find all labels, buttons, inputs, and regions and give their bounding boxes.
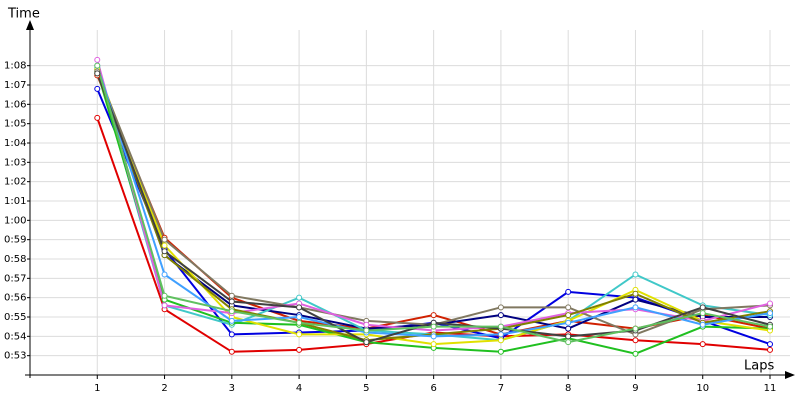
data-point [161,242,168,249]
data-point [767,346,773,353]
data-point [228,298,235,305]
data-point [296,346,303,353]
data-point [565,319,572,326]
data-point [565,312,572,319]
data-point [430,333,437,340]
data-point [632,271,639,278]
data-point [767,300,773,307]
x-tick-label: 11 [764,383,777,394]
data-point [228,317,235,324]
y-tick-label: 0:55 [4,312,26,323]
data-point [699,310,706,317]
data-point [767,310,773,317]
data-point [94,70,101,77]
data-point [497,337,504,344]
y-tick-label: 0:58 [4,254,26,265]
data-point [430,323,437,330]
y-axis-arrow [26,20,34,30]
data-point [632,290,639,297]
data-point [296,294,303,301]
data-point [161,302,168,309]
data-point [565,304,572,311]
data-point [497,348,504,355]
data-point [767,323,773,330]
x-tick-label: 4 [296,383,302,394]
data-point [296,314,303,320]
data-point [94,85,101,92]
y-tick-label: 1:04 [4,138,26,149]
data-point [565,288,572,295]
data-point [497,323,504,330]
data-point [228,308,235,315]
data-point [767,341,773,348]
data-point [699,341,706,348]
x-tick-label: 10 [696,383,709,394]
data-point [497,312,504,319]
data-point [565,339,572,346]
data-point [296,331,303,338]
data-point [363,339,370,346]
data-point [363,327,370,334]
y-tick-label: 1:03 [4,157,26,168]
data-point [94,114,101,121]
y-tick-label: 1:07 [4,80,26,91]
data-point [228,331,235,338]
plot [94,56,773,357]
x-tick-label: 5 [363,383,369,394]
data-point [161,271,168,278]
data-point [497,304,504,311]
data-point [94,62,101,69]
x-tick-label: 1 [94,383,100,394]
x-tick-label: 8 [565,383,571,394]
data-point [161,292,168,299]
data-point [430,312,437,319]
data-point [632,337,639,344]
x-tick-label: 9 [632,383,638,394]
y-tick-label: 0:54 [4,331,26,342]
y-tick-label: 0:56 [4,293,26,304]
y-tick-label: 1:08 [4,61,26,72]
data-point [565,325,572,332]
data-point [497,331,504,338]
data-point [632,304,639,311]
y-tick-label: 1:01 [4,196,26,207]
x-axis-arrow [785,371,795,379]
data-point [296,319,303,326]
y-tick-label: 0:53 [4,351,26,362]
y-tick-label: 0:57 [4,273,26,284]
data-point [94,56,101,63]
x-tick-label: 6 [430,383,436,394]
y-tick-label: 1:00 [4,215,26,226]
x-tick-label: 2 [161,383,167,394]
data-point [699,304,706,311]
data-point [430,341,437,348]
data-point [228,348,235,355]
x-tick-label: 3 [229,383,235,394]
data-point [161,248,168,255]
y-tick-label: 1:02 [4,177,26,188]
x-axis-label: Laps [744,359,774,374]
data-point [296,304,303,311]
x-tick-label: 7 [498,383,504,394]
y-axis-label: Time [7,7,40,22]
data-point [228,292,235,299]
data-point [565,333,572,340]
data-point [632,350,639,357]
y-tick-label: 0:59 [4,235,26,246]
data-point [161,236,168,243]
data-point [632,325,639,332]
data-point [363,321,370,328]
y-tick-label: 1:05 [4,119,26,130]
data-point [699,321,706,328]
data-point [632,296,639,303]
y-tick-label: 1:06 [4,99,26,110]
